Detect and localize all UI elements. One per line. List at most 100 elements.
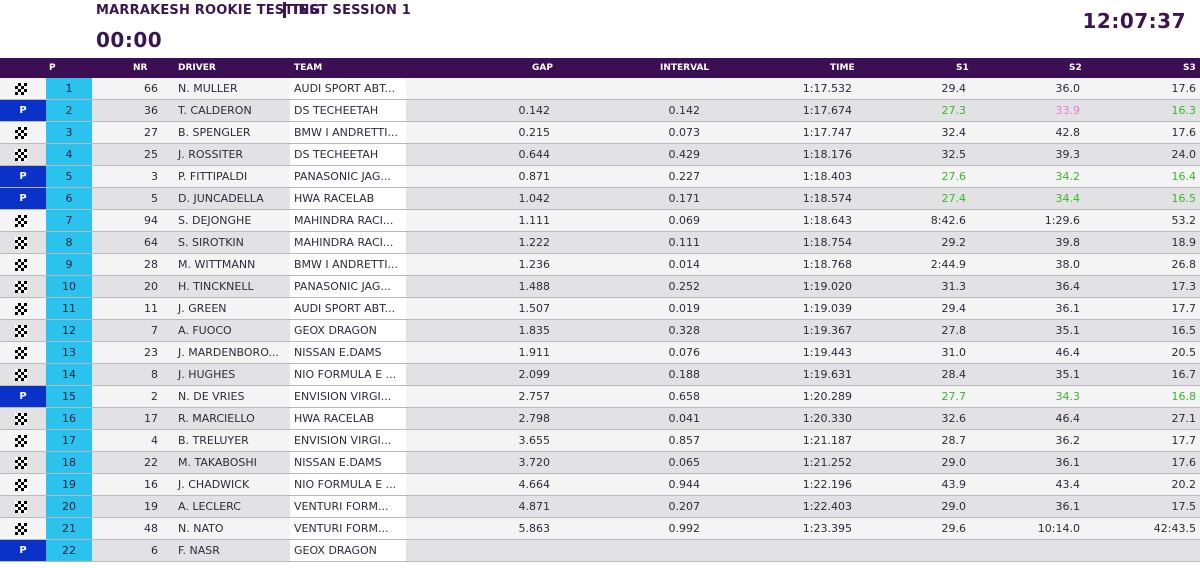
lap-time-cell: 1:23.395	[802, 522, 852, 535]
checkered-flag-icon	[15, 149, 27, 161]
col-header-interval[interactable]: INTERVAL	[660, 63, 710, 73]
col-header-s3[interactable]: S3	[1183, 63, 1196, 73]
table-row[interactable]: 18 22 M. TAKABOSHI NISSAN E.DAMS 3.720 0.065 1…	[0, 452, 1200, 474]
interval-cell: 0.014	[668, 258, 701, 271]
sector3-cell: 16.4	[1171, 170, 1197, 183]
table-row[interactable]: 9 28 M. WITTMANN BMW I ANDRETTI... 1.236 0.01…	[0, 254, 1200, 276]
lap-time-cell: 1:19.631	[802, 368, 852, 381]
lap-time-cell: 1:22.196	[802, 478, 852, 491]
sector1-cell: 8:42.6	[930, 214, 966, 227]
pit-badge: P	[0, 100, 46, 121]
sector2-cell: 39.8	[1055, 236, 1081, 249]
table-row[interactable]: 7 94 S. DEJONGHE MAHINDRA RACI... 1.111 0.069…	[0, 210, 1200, 232]
table-row[interactable]: 14 8 J. HUGHES NIO FORMULA E ... 2.099 0.188 1…	[0, 364, 1200, 386]
driver-cell: S. DEJONGHE	[178, 214, 252, 227]
status-cell: P	[0, 100, 46, 121]
car-number-cell: 36	[144, 104, 158, 117]
table-row[interactable]: P 6 5 D. JUNCADELLA HWA RACELAB 1.042 0.171 1:1…	[0, 188, 1200, 210]
gap-cell: 3.655	[518, 434, 551, 447]
position-cell: 17	[46, 430, 92, 451]
table-row[interactable]: 21 48 N. NATO VENTURI FORM... 5.863 0.992 1:23…	[0, 518, 1200, 540]
col-header-team[interactable]: TEAM	[294, 63, 323, 73]
interval-cell: 0.065	[668, 456, 701, 469]
lap-time-cell: 1:17.747	[802, 126, 852, 139]
gap-cell: 0.644	[518, 148, 551, 161]
gap-cell: 4.664	[518, 478, 551, 491]
sector2-cell: 36.1	[1055, 302, 1081, 315]
position-cell: 9	[46, 254, 92, 275]
checkered-flag-icon	[15, 435, 27, 447]
car-number-cell: 17	[144, 412, 158, 425]
sector3-cell: 16.5	[1171, 324, 1197, 337]
col-header-p[interactable]: P	[49, 63, 56, 73]
col-header-nr[interactable]: NR	[133, 63, 148, 73]
status-cell	[0, 122, 46, 143]
table-row[interactable]: 1 66 N. MULLER AUDI SPORT ABT... 1:17.532 29.…	[0, 78, 1200, 100]
team-cell: PANASONIC JAG...	[290, 166, 406, 187]
interval-cell: 0.328	[668, 324, 701, 337]
sector2-cell: 36.4	[1055, 280, 1081, 293]
col-header-driver[interactable]: DRIVER	[178, 63, 216, 73]
car-number-cell: 2	[151, 390, 158, 403]
table-row[interactable]: 19 16 J. CHADWICK NIO FORMULA E ... 4.664 0.9…	[0, 474, 1200, 496]
interval-cell: 0.944	[668, 478, 701, 491]
status-cell	[0, 320, 46, 341]
team-cell: DS TECHEETAH	[290, 144, 406, 165]
table-row[interactable]: P 22 6 F. NASR GEOX DRAGON	[0, 540, 1200, 562]
table-row[interactable]: P 5 3 P. FITTIPALDI PANASONIC JAG... 0.871 0.2…	[0, 166, 1200, 188]
lap-time-cell: 1:18.176	[802, 148, 852, 161]
table-row[interactable]: 16 17 R. MARCIELLO HWA RACELAB 2.798 0.041 1:2…	[0, 408, 1200, 430]
driver-cell: N. NATO	[178, 522, 224, 535]
status-cell	[0, 496, 46, 517]
status-cell	[0, 518, 46, 539]
table-row[interactable]: P 15 2 N. DE VRIES ENVISION VIRGI... 2.757 0.6…	[0, 386, 1200, 408]
table-row[interactable]: 11 11 J. GREEN AUDI SPORT ABT... 1.507 0.019 1…	[0, 298, 1200, 320]
sector1-cell: 28.7	[941, 434, 967, 447]
car-number-cell: 3	[151, 170, 158, 183]
position-cell: 20	[46, 496, 92, 517]
sector2-cell: 35.1	[1055, 324, 1081, 337]
sector1-cell: 31.0	[941, 346, 967, 359]
col-header-gap[interactable]: GAP	[532, 63, 553, 73]
col-header-s2[interactable]: S2	[1069, 63, 1082, 73]
driver-cell: B. TRELUYER	[178, 434, 249, 447]
table-row[interactable]: 20 19 A. LECLERC VENTURI FORM... 4.871 0.207 1…	[0, 496, 1200, 518]
table-row[interactable]: 3 27 B. SPENGLER BMW I ANDRETTI... 0.215 0.07…	[0, 122, 1200, 144]
interval-cell: 0.073	[668, 126, 701, 139]
sector3-cell: 17.7	[1171, 302, 1197, 315]
sector2-cell: 36.2	[1055, 434, 1081, 447]
table-row[interactable]: 10 20 H. TINCKNELL PANASONIC JAG... 1.488 0.2…	[0, 276, 1200, 298]
sector2-cell: 10:14.0	[1037, 522, 1080, 535]
checkered-flag-icon	[15, 347, 27, 359]
gap-cell: 0.142	[518, 104, 551, 117]
car-number-cell: 20	[144, 280, 158, 293]
sector2-cell: 34.2	[1055, 170, 1081, 183]
table-row[interactable]: 13 23 J. MARDENBORO... NISSAN E.DAMS 1.911 0.…	[0, 342, 1200, 364]
col-header-time[interactable]: TIME	[830, 63, 855, 73]
table-row[interactable]: 12 7 A. FUOCO GEOX DRAGON 1.835 0.328 1:19.367…	[0, 320, 1200, 342]
sector3-cell: 18.9	[1171, 236, 1197, 249]
pit-badge: P	[0, 540, 46, 561]
table-row[interactable]: P 2 36 T. CALDERON DS TECHEETAH 0.142 0.142 1:1…	[0, 100, 1200, 122]
position-cell: 22	[46, 540, 92, 561]
car-number-cell: 25	[144, 148, 158, 161]
status-cell	[0, 430, 46, 451]
gap-cell: 1.222	[518, 236, 551, 249]
status-cell: P	[0, 166, 46, 187]
checkered-flag-icon	[15, 413, 27, 425]
col-header-s1[interactable]: S1	[956, 63, 969, 73]
sector3-cell: 17.5	[1171, 500, 1197, 513]
sector3-cell: 24.0	[1171, 148, 1197, 161]
lap-time-cell: 1:21.187	[802, 434, 852, 447]
interval-cell	[552, 78, 702, 99]
table-row[interactable]: 8 64 S. SIROTKIN MAHINDRA RACI... 1.222 0.111…	[0, 232, 1200, 254]
table-row[interactable]: 4 25 J. ROSSITER DS TECHEETAH 0.644 0.429 1:18…	[0, 144, 1200, 166]
lap-time-cell	[702, 540, 854, 561]
sector3-cell: 16.8	[1171, 390, 1197, 403]
timing-table: P NR DRIVER TEAM GAP INTERVAL TIME S1 S2…	[0, 58, 1200, 562]
table-row[interactable]: 17 4 B. TRELUYER ENVISION VIRGI... 3.655 0.85…	[0, 430, 1200, 452]
interval-cell: 0.076	[668, 346, 701, 359]
interval-cell: 0.188	[668, 368, 701, 381]
driver-cell: R. MARCIELLO	[178, 412, 255, 425]
lap-time-cell: 1:18.643	[802, 214, 852, 227]
